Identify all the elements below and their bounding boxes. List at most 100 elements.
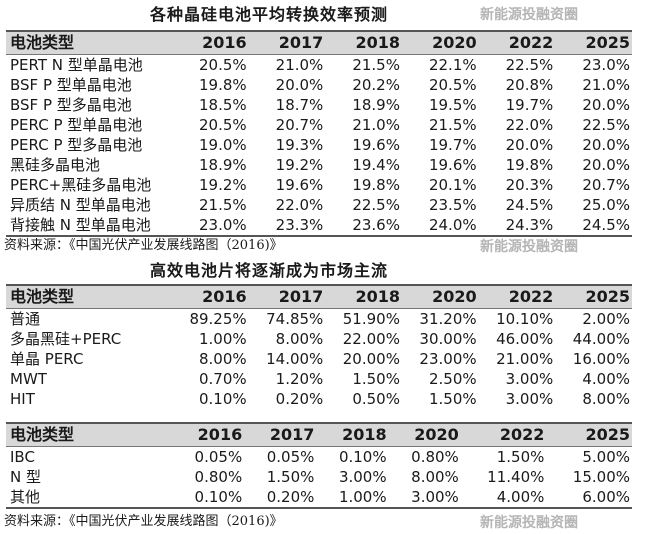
cell-value: 18.9% — [199, 156, 247, 174]
column-header: 2017 — [248, 285, 326, 309]
column-header: 2020 — [388, 423, 461, 447]
cell-value: 21.0% — [352, 116, 400, 134]
row-label: PERC P 型单晶电池 — [10, 116, 143, 134]
column-header: 2025 — [555, 285, 632, 309]
column-header: 2017 — [248, 31, 326, 55]
cell-value: 19.3% — [275, 136, 324, 154]
row-label: 其他 — [10, 488, 41, 506]
cell-value: 19.6% — [275, 176, 324, 194]
cell-value: 19.6% — [352, 136, 400, 154]
table-row: PERC P 型多晶电池 19.0% 19.3% 19.6% 19.7% 20.0% 20.… — [6, 135, 632, 155]
cell-value: 20.0% — [582, 96, 630, 114]
cell-value: 21.00% — [496, 350, 554, 368]
cell-value: 19.2% — [199, 176, 247, 194]
row-label: N 型 — [10, 468, 41, 486]
cell-value: 16.00% — [572, 350, 630, 368]
cell-value: 19.8% — [199, 76, 247, 94]
column-header: 2025 — [546, 423, 632, 447]
cell-value: 19.2% — [275, 156, 324, 174]
column-header: 2016 — [172, 31, 249, 55]
table1-title: 各种晶硅电池平均转换效率预测 — [150, 5, 389, 24]
cell-value: 10.10% — [496, 310, 554, 328]
row-label: BSF P 型单晶电池 — [10, 76, 132, 94]
cell-value: 22.0% — [505, 116, 554, 134]
cell-value: 46.00% — [496, 330, 554, 348]
table-row: 普通 89.25% 74.85% 51.90% 31.20% 10.10% 2.00% — [6, 309, 632, 330]
cell-value: 20.5% — [199, 56, 247, 74]
column-header: 电池类型 — [6, 31, 172, 55]
cell-value: 20.7% — [275, 116, 324, 134]
cell-value: 18.7% — [275, 96, 324, 114]
cell-value: 11.40% — [487, 468, 545, 486]
cell-value: 0.70% — [199, 370, 247, 388]
table-row: BSF P 型多晶电池 18.5% 18.7% 18.9% 19.5% 19.7% 20.0… — [6, 95, 632, 115]
cell-value: 0.10% — [194, 488, 243, 506]
cell-value: 3.00% — [505, 390, 554, 408]
cell-value: 19.8% — [505, 156, 554, 174]
table-row: 单晶 PERC 8.00% 14.00% 20.00% 23.00% 21.00% 16.0… — [6, 349, 632, 369]
cell-value: 21.5% — [352, 56, 400, 74]
cell-value: 0.20% — [266, 488, 315, 506]
cell-value: 0.80% — [194, 468, 243, 486]
cell-value: 19.6% — [428, 156, 477, 174]
cell-value: 19.4% — [352, 156, 400, 174]
row-label: PERC+黑硅多晶电池 — [10, 176, 152, 194]
cell-value: 20.5% — [428, 76, 477, 94]
table-row: PERC+黑硅多晶电池 19.2% 19.6% 19.8% 20.1% 20.3% 20.7… — [6, 175, 632, 195]
cell-value: 1.20% — [275, 370, 324, 388]
cell-value: 1.50% — [428, 390, 477, 408]
column-header: 电池类型 — [6, 423, 172, 447]
cell-value: 22.00% — [342, 330, 400, 348]
cell-value: 74.85% — [266, 310, 324, 328]
column-header: 2020 — [401, 31, 479, 55]
column-header: 2016 — [172, 423, 245, 447]
row-label: PERC P 型多晶电池 — [10, 136, 143, 154]
cell-value: 51.90% — [342, 310, 400, 328]
cell-value: 14.00% — [266, 350, 324, 368]
cell-value: 0.05% — [194, 448, 243, 466]
cell-value: 0.10% — [199, 390, 247, 408]
header-row: 电池类型 2016 2017 2018 2020 2022 2025 — [6, 285, 632, 309]
cell-value: 24.5% — [505, 196, 554, 214]
cell-value: 21.5% — [428, 116, 477, 134]
cell-value: 8.00% — [582, 390, 630, 408]
cell-value: 20.8% — [505, 76, 554, 94]
cell-value: 20.0% — [505, 136, 554, 154]
row-label: IBC — [10, 448, 35, 466]
table-row: 黑硅多晶电池 18.9% 19.2% 19.4% 19.6% 19.8% 20.0% — [6, 155, 632, 175]
cell-value: 20.0% — [582, 136, 630, 154]
cell-value: 8.00% — [199, 350, 247, 368]
cell-value: 20.1% — [428, 176, 477, 194]
cell-value: 19.5% — [428, 96, 477, 114]
cell-value: 18.9% — [352, 96, 400, 114]
cell-value: 1.00% — [338, 488, 387, 506]
cell-value: 2.50% — [428, 370, 477, 388]
cell-value: 30.00% — [419, 330, 477, 348]
cell-value: 20.3% — [505, 176, 554, 194]
table-row: IBC 0.05% 0.05% 0.10% 0.80% 1.50% 5.00% — [6, 447, 632, 468]
table-row: 背接触 N 型单晶电池 23.0% 23.3% 23.6% 24.0% 24.3% 24.5… — [6, 215, 632, 236]
cell-value: 21.0% — [275, 56, 324, 74]
cell-value: 22.0% — [275, 196, 324, 214]
cell-value: 0.20% — [275, 390, 324, 408]
cell-value: 15.00% — [572, 468, 630, 486]
cell-value: 23.00% — [419, 350, 477, 368]
column-header: 电池类型 — [6, 285, 172, 309]
table2-title: 高效电池片将逐渐成为市场主流 — [150, 261, 389, 280]
row-label: 多晶黑硅+PERC — [10, 330, 122, 348]
cell-value: 22.5% — [582, 116, 630, 134]
market-share-table: 电池类型 2016 2017 2018 2020 2022 2025 普通 89.25% 74.8… — [6, 284, 632, 409]
row-label: MWT — [10, 370, 47, 388]
column-header: 2016 — [172, 285, 249, 309]
cell-value: 24.3% — [505, 216, 554, 234]
cell-value: 8.00% — [275, 330, 324, 348]
cell-value: 18.5% — [199, 96, 247, 114]
table-row: MWT 0.70% 1.20% 1.50% 2.50% 3.00% 4.00% — [6, 369, 632, 389]
cell-value: 44.00% — [572, 330, 630, 348]
row-label: 黑硅多晶电池 — [10, 156, 101, 174]
column-header: 2017 — [244, 423, 317, 447]
cell-value: 20.2% — [352, 76, 400, 94]
row-label: 背接触 N 型单晶电池 — [10, 216, 151, 234]
table2-source: 资料来源：《中国光伏产业发展线路图（2016)》 — [4, 514, 283, 529]
column-header: 2022 — [478, 31, 556, 55]
